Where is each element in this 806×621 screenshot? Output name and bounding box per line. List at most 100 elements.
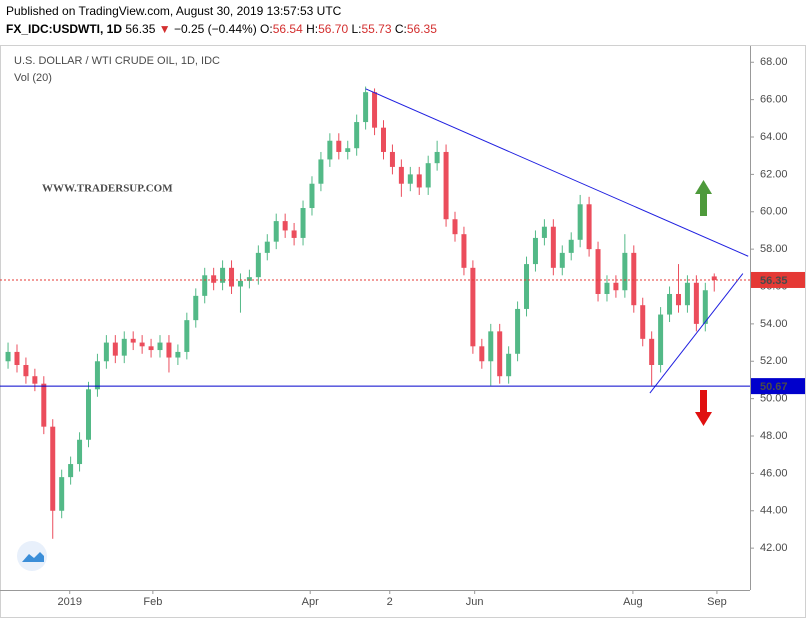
candle-body bbox=[532, 237, 538, 265]
x-tick-label: 2 bbox=[387, 596, 393, 608]
candle-body bbox=[103, 342, 109, 362]
x-tick-label: Jun bbox=[466, 596, 484, 608]
candle-body bbox=[32, 376, 38, 384]
y-tick-label: 50.00 bbox=[760, 393, 788, 405]
candle-body bbox=[139, 342, 145, 347]
c-label: C: bbox=[395, 22, 407, 36]
candle-body bbox=[649, 338, 655, 365]
candle-body bbox=[524, 264, 530, 309]
change-arrow: ▼ bbox=[159, 22, 171, 36]
candle-body bbox=[711, 276, 717, 280]
candle-body bbox=[112, 342, 118, 356]
candle-body bbox=[291, 230, 297, 238]
candle-body bbox=[23, 364, 29, 377]
candle-body bbox=[380, 127, 386, 152]
chart-title: U.S. DOLLAR / WTI CRUDE OIL, 1D, IDC bbox=[14, 55, 220, 67]
candle-body bbox=[461, 234, 467, 268]
candle-body bbox=[443, 151, 449, 220]
candle-body bbox=[77, 439, 83, 465]
trendline bbox=[365, 88, 749, 257]
down-arrow bbox=[695, 390, 712, 426]
candle-body bbox=[220, 267, 226, 283]
candle-body bbox=[604, 282, 610, 294]
candle-body bbox=[586, 204, 592, 250]
o-label: O: bbox=[260, 22, 273, 36]
candle-body bbox=[675, 293, 681, 306]
candle-body bbox=[14, 351, 20, 365]
price-label: 50.67 bbox=[760, 381, 788, 393]
candle-body bbox=[202, 275, 208, 296]
candle-body bbox=[211, 275, 217, 283]
candle-body bbox=[497, 331, 503, 377]
symbol-line: FX_IDC:USDWTI, 1D 56.35 ▼ −0.25 (−0.44%)… bbox=[6, 22, 437, 36]
x-tick-label: 2019 bbox=[57, 596, 81, 608]
candle-body bbox=[622, 252, 628, 291]
frame bbox=[0, 45, 806, 618]
candle-body bbox=[434, 151, 440, 164]
logo bbox=[17, 541, 47, 571]
y-tick-label: 48.00 bbox=[760, 430, 788, 442]
y-tick-label: 52.00 bbox=[760, 355, 788, 367]
candle-body bbox=[425, 163, 431, 188]
y-tick-label: 64.00 bbox=[760, 131, 788, 143]
candle-body bbox=[515, 308, 521, 354]
y-tick-label: 42.00 bbox=[760, 542, 788, 554]
candle-body bbox=[121, 338, 127, 356]
candle-body bbox=[559, 252, 565, 268]
candle-body bbox=[479, 346, 485, 362]
y-tick-label: 54.00 bbox=[760, 318, 788, 330]
y-tick-label: 58.00 bbox=[760, 243, 788, 255]
candle-body bbox=[130, 338, 136, 343]
candle-body bbox=[372, 92, 378, 128]
candle-body bbox=[577, 204, 583, 240]
candle-body bbox=[282, 221, 288, 231]
candle-body bbox=[488, 331, 494, 362]
candle-body bbox=[184, 320, 190, 352]
candle-body bbox=[237, 280, 243, 287]
candle-body bbox=[246, 277, 252, 281]
price-label-box bbox=[751, 378, 805, 395]
candle-body bbox=[264, 241, 270, 253]
candle-body bbox=[389, 151, 395, 167]
candle-body bbox=[658, 314, 664, 365]
candle-body bbox=[157, 342, 163, 351]
candle-body bbox=[363, 92, 369, 123]
candle-body bbox=[5, 351, 11, 362]
x-tick-label: Aug bbox=[623, 596, 643, 608]
c: 56.35 bbox=[407, 22, 437, 36]
candle-body bbox=[640, 305, 646, 339]
candle-body bbox=[470, 267, 476, 347]
candle-body bbox=[327, 140, 333, 160]
candle-body bbox=[318, 159, 324, 184]
candle-body bbox=[407, 174, 413, 184]
price-label-box bbox=[751, 271, 805, 288]
o: 56.54 bbox=[273, 22, 303, 36]
candle-body bbox=[684, 282, 690, 306]
candle-body bbox=[255, 252, 261, 278]
h-label: H: bbox=[306, 22, 318, 36]
candle-body bbox=[229, 267, 235, 287]
l-label: L: bbox=[351, 22, 361, 36]
published: Published on TradingView.com, August 30,… bbox=[6, 4, 342, 18]
candle-body bbox=[702, 290, 708, 324]
up-arrow bbox=[695, 180, 712, 216]
y-tick-label: 60.00 bbox=[760, 206, 788, 218]
candle-body bbox=[693, 282, 699, 324]
candle-body bbox=[41, 383, 47, 427]
candle-body bbox=[85, 389, 91, 440]
candle-body bbox=[166, 342, 172, 358]
y-tick-label: 46.00 bbox=[760, 467, 788, 479]
h: 56.70 bbox=[318, 22, 348, 36]
candle-body bbox=[452, 219, 458, 235]
candle-body bbox=[94, 361, 100, 390]
candle-body bbox=[193, 295, 199, 321]
x-tick-label: Apr bbox=[302, 596, 319, 608]
symbol: FX_IDC:USDWTI, 1D bbox=[6, 22, 122, 36]
candle-body bbox=[345, 148, 351, 152]
candle-body bbox=[336, 140, 342, 152]
chart-subtitle: Vol (20) bbox=[14, 72, 52, 84]
y-tick-label: 62.00 bbox=[760, 168, 788, 180]
candle-body bbox=[309, 183, 315, 209]
l: 55.73 bbox=[361, 22, 391, 36]
